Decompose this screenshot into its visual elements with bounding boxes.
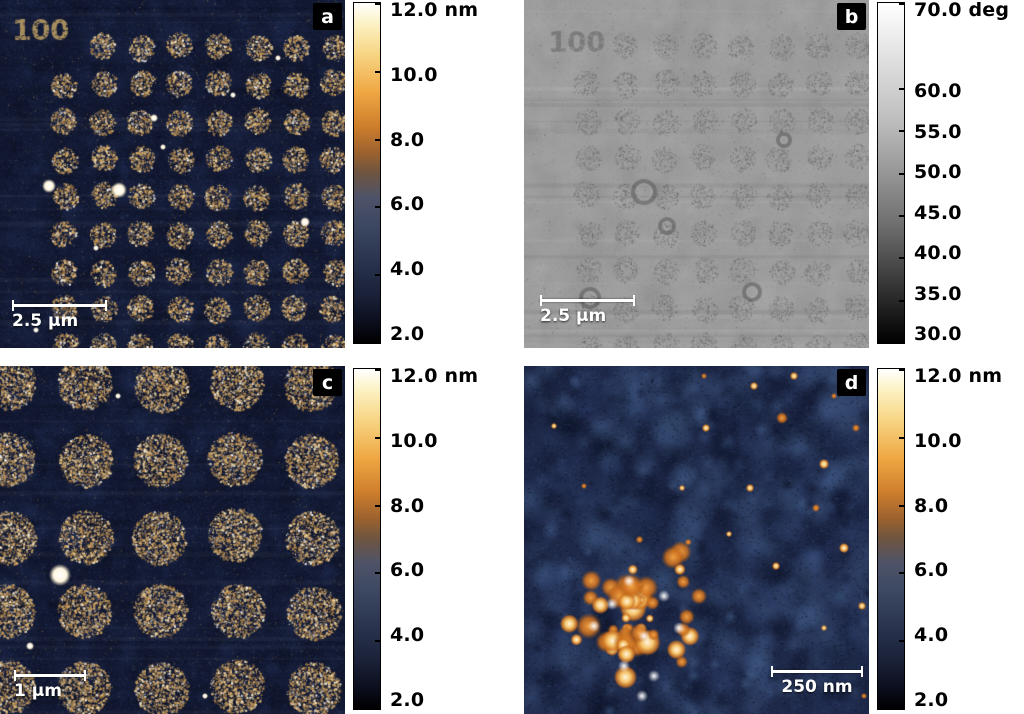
colorbar-tick-label: 70.0 deg [914, 0, 1010, 21]
colorbar-tick-label: 55.0 [914, 120, 962, 143]
afm-phase-image-b [524, 0, 869, 348]
scale-bar-b: 2.5 µm [540, 295, 635, 326]
colorbar-tick-label: 6.0 [390, 193, 425, 216]
colorbar-tick-mark [899, 504, 905, 507]
panel-letter-d: d [837, 369, 866, 396]
afm-height-image-c [0, 366, 345, 714]
colorbar-tick-mark [899, 130, 905, 133]
colorbar-tick-label: 50.0 [914, 161, 962, 183]
afm-height-image-a [0, 0, 345, 348]
colorbar-tick-label: 35.0 [914, 282, 962, 305]
colorbar-tick-label: 40.0 [914, 242, 962, 264]
scale-bar-line [771, 666, 863, 677]
colorbar-tick-label: 2.0 [390, 323, 425, 345]
afm-panel-c: c 1 µm [0, 366, 345, 714]
scale-bar-label: 250 nm [781, 677, 853, 697]
scale-bar-line [540, 295, 635, 306]
scale-bar-label: 2.5 µm [540, 306, 607, 326]
colorbar-tick-label: 12.0 nm [390, 365, 479, 387]
colorbar-tick-mark [899, 640, 905, 643]
colorbar-gradient-height [877, 368, 905, 710]
colorbar-tick-mark [899, 214, 905, 217]
colorbar-tick-label: 45.0 [914, 201, 962, 224]
colorbar-tick-label: 10.0 [390, 63, 438, 86]
scale-bar-label: 2.5 µm [12, 311, 79, 331]
colorbar-tick-mark [375, 369, 381, 371]
panel-letter-a: a [313, 3, 342, 30]
colorbar-b: 70.0 deg 60.0 55.0 50.0 45.0 40.0 35.0 30.0 [877, 0, 1024, 348]
colorbar-tick-mark [899, 436, 905, 439]
colorbar-tick-mark [899, 708, 905, 710]
colorbar-a: 12.0 nm 10.0 8.0 6.0 4.0 2.0 [353, 0, 508, 348]
colorbar-tick-label: 4.0 [914, 624, 949, 647]
colorbar-tick-mark [899, 172, 905, 175]
panel-letter-c: c [313, 369, 342, 396]
colorbar-tick-mark [899, 369, 905, 371]
colorbar-tick-mark [375, 70, 381, 73]
colorbar-tick-label: 4.0 [390, 624, 425, 647]
colorbar-tick-label: 6.0 [914, 559, 949, 582]
scale-bar-d: 250 nm [771, 666, 863, 697]
colorbar-tick-label: 8.0 [914, 494, 949, 517]
colorbar-tick-mark [375, 3, 381, 5]
colorbar-tick-mark [375, 436, 381, 439]
colorbar-c: 12.0 nm 10.0 8.0 6.0 4.0 2.0 [353, 365, 508, 714]
colorbar-gradient-height [353, 2, 381, 344]
scale-bar-label: 1 µm [14, 681, 62, 701]
scale-bar-a: 2.5 µm [12, 300, 107, 331]
colorbar-gradient-height [353, 368, 381, 710]
colorbar-d: 12.0 nm 10.0 8.0 6.0 4.0 2.0 [877, 365, 1024, 714]
colorbar-tick-mark [899, 3, 905, 5]
scale-bar-line [14, 670, 86, 681]
colorbar-tick-mark [375, 640, 381, 643]
colorbar-tick-label: 12.0 nm [390, 0, 479, 21]
colorbar-tick-label: 30.0 [914, 323, 962, 345]
colorbar-tick-label: 12.0 nm [914, 365, 1003, 387]
colorbar-tick-mark [899, 299, 905, 302]
afm-panel-a: a 2.5 µm [0, 0, 345, 348]
colorbar-tick-mark [899, 572, 905, 575]
colorbar-tick-mark [375, 274, 381, 277]
colorbar-tick-label: 2.0 [914, 689, 949, 711]
colorbar-tick-mark [899, 87, 905, 90]
colorbar-tick-mark [375, 138, 381, 141]
colorbar-tick-label: 10.0 [390, 429, 438, 452]
colorbar-tick-label: 60.0 [914, 80, 962, 102]
afm-height-image-d [524, 366, 869, 714]
colorbar-tick-mark [375, 504, 381, 507]
colorbar-tick-mark [899, 257, 905, 260]
colorbar-tick-label: 6.0 [390, 559, 425, 582]
colorbar-tick-label: 8.0 [390, 494, 425, 517]
colorbar-tick-label: 10.0 [914, 429, 962, 452]
colorbar-tick-label: 4.0 [390, 258, 425, 281]
panel-letter-b: b [837, 3, 866, 30]
colorbar-tick-mark [375, 342, 381, 344]
colorbar-tick-label: 8.0 [390, 128, 425, 151]
colorbar-tick-mark [899, 342, 905, 344]
scale-bar-c: 1 µm [14, 670, 86, 701]
colorbar-tick-mark [375, 572, 381, 575]
afm-panel-d: d 250 nm [524, 366, 869, 714]
scale-bar-line [12, 300, 107, 311]
afm-panel-b: b 2.5 µm [524, 0, 869, 348]
colorbar-tick-mark [375, 708, 381, 710]
colorbar-tick-mark [375, 206, 381, 209]
colorbar-tick-label: 2.0 [390, 689, 425, 711]
